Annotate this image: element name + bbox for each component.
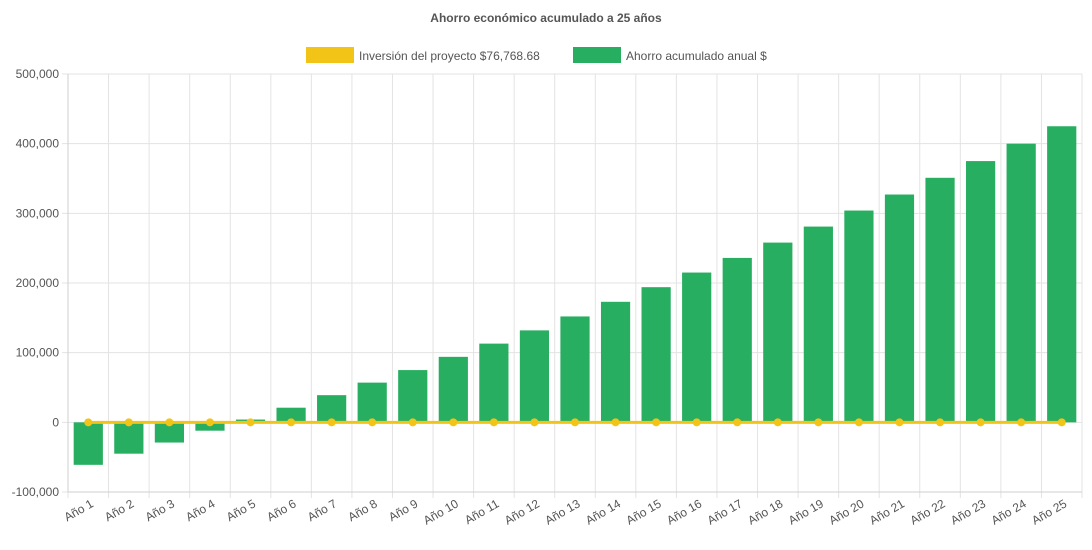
savings-bar[interactable] [641, 287, 671, 423]
investment-point[interactable] [814, 418, 823, 427]
x-tick-label: Año 23 [948, 496, 988, 527]
y-tick-label: 500,000 [16, 67, 60, 81]
investment-point[interactable] [652, 418, 661, 427]
savings-bar[interactable] [722, 257, 752, 423]
x-tick-label: Año 6 [264, 496, 298, 524]
savings-bar[interactable] [682, 272, 712, 423]
savings-bar[interactable] [398, 370, 428, 423]
investment-point[interactable] [84, 418, 93, 427]
x-tick-label: Año 20 [826, 496, 866, 527]
x-tick-label: Año 14 [583, 496, 623, 527]
savings-bar[interactable] [438, 356, 468, 423]
savings-bar[interactable] [519, 330, 550, 423]
investment-point[interactable] [530, 418, 539, 427]
savings-bar[interactable] [763, 242, 793, 423]
investment-point[interactable] [611, 418, 620, 427]
legend-swatch-savings [573, 47, 621, 63]
x-tick-label: Año 12 [502, 496, 542, 527]
savings-bar[interactable] [276, 407, 306, 423]
bars-layer [73, 126, 1077, 465]
y-tick-label: 0 [52, 415, 59, 429]
y-tick-label: 100,000 [16, 346, 60, 360]
x-tick-label: Año 1 [62, 496, 96, 524]
y-tick-label: -100,000 [12, 485, 60, 499]
savings-bar[interactable] [600, 301, 631, 423]
savings-bar[interactable] [317, 395, 347, 423]
chart-legend: Inversión del proyecto $76,768.68 Ahorro… [306, 47, 767, 63]
x-tick-label: Año 11 [462, 496, 501, 527]
x-tick-label: Año 7 [305, 496, 339, 524]
investment-point[interactable] [733, 418, 742, 427]
savings-bar[interactable] [803, 226, 833, 423]
investment-point[interactable] [205, 418, 214, 427]
investment-point[interactable] [692, 418, 701, 427]
x-tick-label: Año 18 [745, 496, 785, 527]
chart-title: Ahorro económico acumulado a 25 años [430, 11, 662, 25]
investment-point[interactable] [368, 418, 377, 427]
y-tick-label: 300,000 [16, 206, 60, 220]
x-tick-label: Año 19 [786, 496, 826, 527]
y-axis: 500,000 400,000 300,000 200,000 100,000 0 -100… [12, 67, 69, 499]
savings-bar[interactable] [884, 194, 915, 423]
x-tick-label: Año 25 [1029, 496, 1069, 527]
investment-point[interactable] [936, 418, 945, 427]
line-layer [84, 418, 1066, 427]
investment-point[interactable] [287, 418, 296, 427]
savings-bar[interactable] [844, 210, 874, 423]
x-tick-label: Año 16 [664, 496, 704, 527]
x-tick-label: Año 3 [143, 496, 177, 524]
savings-bar[interactable] [965, 161, 996, 423]
savings-bar[interactable] [560, 316, 590, 423]
investment-point[interactable] [773, 418, 782, 427]
investment-point[interactable] [449, 418, 458, 427]
savings-bar[interactable] [195, 422, 225, 431]
x-tick-label: Año 22 [908, 496, 948, 527]
legend-label-investment: Inversión del proyecto $76,768.68 [359, 49, 540, 63]
investment-point[interactable] [1057, 418, 1066, 427]
investment-point[interactable] [165, 418, 174, 427]
x-tick-label: Año 4 [183, 496, 217, 524]
y-tick-label: 200,000 [16, 276, 60, 290]
x-tick-label: Año 13 [543, 496, 583, 527]
x-tick-label: Año 24 [989, 496, 1029, 527]
x-tick-label: Año 15 [624, 496, 664, 527]
investment-point[interactable] [327, 418, 336, 427]
investment-point[interactable] [246, 418, 255, 427]
x-axis: Año 1 Año 2 Año 3 Año 4 Año 5 Año 6 Año 7 Año 8… [62, 491, 1082, 528]
x-tick-label: Año 8 [346, 496, 380, 524]
x-tick-label: Año 10 [421, 496, 461, 527]
savings-bar[interactable] [114, 422, 144, 454]
investment-point[interactable] [1017, 418, 1026, 427]
x-tick-label: Año 17 [705, 496, 745, 527]
investment-point[interactable] [571, 418, 579, 427]
x-tick-label: Año 21 [867, 496, 907, 527]
savings-bar[interactable] [73, 422, 103, 465]
savings-bar[interactable] [357, 382, 387, 423]
x-tick-label: Año 5 [224, 496, 258, 524]
savings-bar[interactable] [1047, 126, 1077, 423]
savings-bar[interactable] [925, 177, 955, 423]
investment-point[interactable] [489, 418, 498, 427]
legend-swatch-investment [306, 47, 354, 63]
y-tick-label: 400,000 [16, 137, 60, 151]
x-tick-label: Año 2 [102, 496, 136, 524]
legend-item-investment[interactable]: Inversión del proyecto $76,768.68 [306, 47, 540, 63]
investment-point[interactable] [854, 418, 863, 427]
investment-point[interactable] [895, 418, 904, 427]
legend-label-savings: Ahorro acumulado anual $ [626, 49, 767, 63]
investment-point[interactable] [124, 418, 133, 427]
investment-point[interactable] [408, 418, 417, 427]
savings-bar[interactable] [154, 422, 185, 443]
investment-point[interactable] [976, 418, 985, 427]
legend-item-savings[interactable]: Ahorro acumulado anual $ [573, 47, 767, 63]
x-tick-label: Año 9 [386, 496, 420, 524]
savings-bar[interactable] [479, 343, 509, 423]
savings-bar[interactable] [1006, 143, 1036, 423]
